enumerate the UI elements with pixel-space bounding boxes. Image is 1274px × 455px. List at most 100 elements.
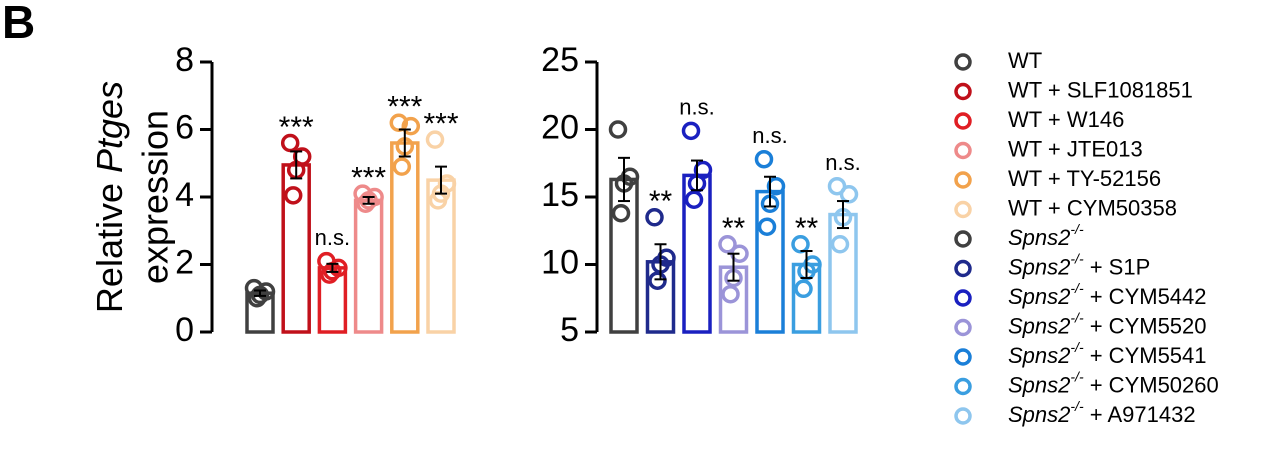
y-tick-label: 20	[541, 108, 579, 146]
error-bar	[290, 150, 303, 180]
legend-label: Spns2-/- + A971432	[1008, 398, 1196, 427]
y-tick-label: 0	[175, 311, 194, 349]
legend-marker	[954, 112, 972, 130]
data-point	[839, 185, 859, 204]
y-tick-label: 5	[560, 311, 579, 349]
legend-label: WT + JTE013	[1008, 136, 1143, 161]
legend-superscript: -/-	[1070, 280, 1084, 296]
significance-label: n.s.	[679, 95, 714, 120]
legend-label: Spns2-/- + CYM5541	[1008, 339, 1207, 368]
legend-suffix: + CYM5541	[1084, 343, 1207, 368]
legend-label: WT + CYM50358	[1008, 195, 1177, 220]
data-point	[425, 130, 445, 149]
bar	[609, 177, 639, 334]
y-label-part: Relative	[89, 173, 130, 313]
legend-genotype: Spns2	[1008, 372, 1070, 397]
legend-genotype: Spns2	[1008, 254, 1070, 279]
legend-marker	[954, 200, 972, 219]
error-bar	[654, 243, 667, 281]
y-tick-label: 6	[175, 108, 194, 146]
legend-label: WT + TY-52156	[1008, 166, 1161, 191]
error-bar	[398, 128, 411, 158]
legend-marker	[954, 141, 972, 160]
error-bar	[800, 250, 813, 279]
significance-label: ***	[423, 108, 458, 141]
significance-label: n.s.	[752, 123, 787, 148]
error-bar	[254, 289, 266, 297]
data-point	[250, 285, 270, 305]
significance-label: **	[795, 212, 819, 245]
data-point	[718, 235, 737, 254]
data-point	[766, 176, 786, 196]
y-tick-label: 10	[541, 243, 579, 281]
legend-label: Spns2-/- + CYM5520	[1008, 309, 1207, 338]
y-axis-label: expression	[135, 110, 176, 284]
data-point	[401, 116, 421, 136]
data-point	[283, 186, 303, 205]
bar	[828, 212, 858, 334]
y-tick-label: 2	[175, 243, 194, 281]
legend-marker	[954, 348, 972, 366]
data-point	[392, 157, 412, 176]
error-bar	[764, 175, 776, 208]
data-point	[757, 217, 777, 236]
data-point	[611, 203, 631, 223]
legend-marker	[954, 377, 972, 396]
legend-suffix: + CYM50260	[1084, 372, 1219, 397]
significance-label: ***	[351, 162, 386, 195]
legend-genotype: Spns2	[1008, 225, 1070, 250]
legend-superscript: -/-	[1070, 221, 1084, 237]
legend-label: WT + SLF1081851	[1008, 77, 1193, 102]
legend-label: Spns2-/- + CYM5442	[1008, 280, 1207, 309]
error-bar	[362, 196, 375, 205]
legend-superscript: -/-	[1070, 250, 1084, 266]
y-tick-label: 15	[541, 176, 579, 214]
y-axis-label: Relative Ptges	[89, 81, 130, 313]
legend-suffix: + CYM5442	[1084, 284, 1207, 309]
data-point	[681, 121, 701, 141]
legend-marker	[954, 171, 972, 189]
significance-label: n.s.	[315, 225, 350, 250]
legend-genotype: Spns2	[1008, 284, 1070, 309]
legend-marker	[954, 53, 972, 71]
error-bar	[435, 165, 447, 195]
legend-suffix: + A971432	[1084, 402, 1196, 427]
legend-suffix: + S1P	[1084, 254, 1151, 279]
error-bar	[727, 252, 740, 282]
legend-genotype: Spns2	[1008, 313, 1070, 338]
significance-label: **	[722, 212, 746, 245]
legend-label: Spns2-/-	[1008, 221, 1084, 250]
significance-label: ***	[387, 91, 422, 124]
significance-label: ***	[279, 111, 314, 144]
data-point	[827, 176, 847, 196]
legend-suffix: + CYM5520	[1084, 313, 1207, 338]
data-point	[684, 190, 704, 209]
legend-marker	[954, 289, 972, 307]
bar	[353, 198, 384, 334]
legend-marker	[954, 407, 972, 425]
legend-superscript: -/-	[1070, 309, 1084, 325]
data-point	[648, 271, 667, 290]
error-bar	[837, 200, 849, 230]
error-bar	[691, 159, 703, 192]
legend-genotype: Spns2	[1008, 343, 1070, 368]
significance-label: n.s.	[825, 150, 860, 175]
bar	[755, 189, 785, 334]
legend-superscript: -/-	[1070, 339, 1084, 355]
legend-marker	[954, 230, 972, 248]
significance-label: **	[649, 185, 673, 218]
data-point	[320, 265, 339, 284]
legend-superscript: -/-	[1070, 398, 1084, 414]
data-point	[359, 191, 378, 210]
legend-marker	[954, 318, 972, 337]
legend-label: Spns2-/- + CYM50260	[1008, 368, 1219, 397]
legend-marker	[954, 82, 972, 101]
y-tick-label: 25	[541, 41, 579, 79]
data-point	[830, 235, 850, 254]
legend-genotype: Spns2	[1008, 402, 1070, 427]
legend-marker	[954, 259, 972, 278]
data-point	[754, 149, 774, 169]
legend-label: Spns2-/- + S1P	[1008, 250, 1150, 279]
data-point	[608, 120, 628, 139]
